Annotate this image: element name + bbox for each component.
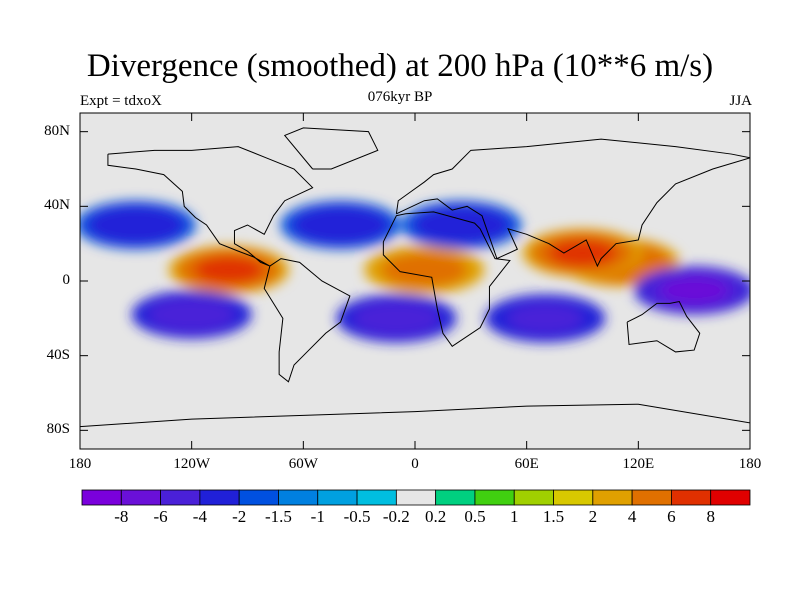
colorbar-label: 4 — [627, 507, 637, 526]
lon-label: 0 — [411, 456, 419, 472]
colorbar-swatch — [513, 489, 554, 506]
colorbar-label: -0.2 — [382, 507, 410, 526]
colorbar-label: -4 — [192, 507, 207, 526]
colorbar-swatch — [356, 489, 397, 506]
lon-label: 180 — [68, 456, 92, 472]
coastline-5 — [283, 127, 379, 170]
colorbar-swatch — [435, 489, 476, 506]
coastline-1 — [263, 258, 351, 383]
field-contour-south-pacific-convergence — [157, 301, 227, 329]
colorbar-label: 1 — [509, 507, 519, 526]
colorbar-swatch — [199, 489, 240, 506]
field-contour-indian-ocean-convergence — [507, 303, 583, 334]
colorbar-label: 1.5 — [542, 507, 565, 526]
field-contour-south-asia-divergence — [548, 239, 617, 267]
lon-label: 60W — [288, 456, 318, 472]
colorbar-swatch — [160, 489, 201, 506]
coastline-2 — [382, 211, 511, 348]
colorbar-swatch — [317, 489, 358, 506]
field-contour-north-atlantic-convergence — [303, 210, 378, 240]
colorbar-swatch — [553, 489, 594, 506]
field-contour-equatorial-east-pacific-divergence — [194, 256, 264, 284]
colorbar-label: -1 — [310, 507, 325, 526]
page-title: Divergence (smoothed) at 200 hPa (10**6 … — [86, 48, 714, 84]
lon-label: 120W — [173, 456, 210, 472]
colorbar-label: 0.2 — [425, 507, 447, 526]
experiment-label: Expt = tdxoX — [80, 93, 162, 109]
colorbar-label: 0.5 — [464, 507, 486, 526]
field-contour-sahara-convergence — [424, 210, 499, 240]
colorbar-swatch — [238, 489, 279, 506]
colorbar-swatch — [592, 489, 633, 506]
colorbar-swatch — [81, 489, 122, 506]
colorbar-swatch — [671, 489, 712, 506]
lon-label: 120E — [622, 456, 655, 472]
colorbar-label: 2 — [588, 507, 598, 526]
lat-label: 40S — [46, 346, 70, 363]
lat-label: 80N — [44, 122, 70, 139]
field-contour-west-pacific-south-convergence — [659, 276, 729, 304]
colorbar-label: 8 — [706, 507, 715, 526]
season-label: JJA — [729, 93, 752, 109]
field-contour-north-pacific-convergence — [98, 210, 174, 240]
coastline-0 — [107, 146, 314, 267]
colorbar-label: -0.5 — [343, 507, 371, 526]
field-contour-south-atlantic-convergence — [361, 304, 431, 332]
coastline-6 — [80, 403, 750, 428]
lon-label: 180 — [738, 456, 762, 472]
time-label: 076kyr BP — [367, 89, 433, 105]
colorbar-label: 6 — [667, 507, 676, 526]
colorbar-label: -1.5 — [265, 507, 292, 526]
colorbar-swatch — [278, 489, 319, 506]
colorbar-label: -6 — [153, 507, 168, 526]
colorbar-label: -2 — [232, 507, 247, 526]
lat-label: 40N — [44, 197, 70, 214]
colorbar-swatch — [120, 489, 161, 506]
colorbar-label: -8 — [114, 507, 129, 526]
lon-label: 60E — [514, 456, 539, 472]
coastline-4 — [626, 300, 701, 353]
colorbar-swatch — [710, 489, 751, 506]
coastline-3 — [395, 138, 750, 268]
lat-label: 80S — [46, 421, 70, 438]
lat-label: 0 — [62, 272, 71, 288]
colorbar-swatch — [395, 489, 437, 506]
colorbar-swatch — [474, 489, 515, 506]
field-contour-africa-divergence — [389, 256, 459, 284]
colorbar-swatch — [631, 489, 672, 506]
